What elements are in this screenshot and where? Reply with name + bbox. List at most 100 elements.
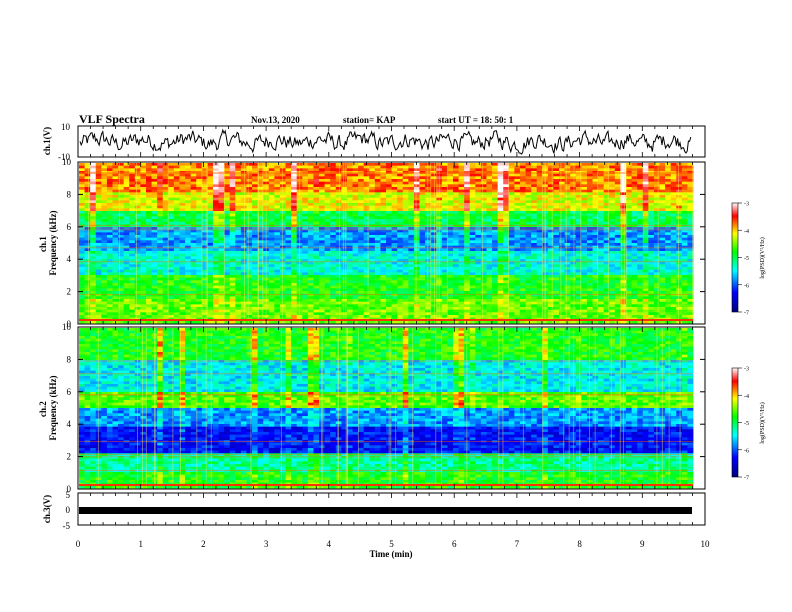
- spectrogram-cell: [145, 264, 152, 268]
- spectrogram-cell: [190, 235, 197, 239]
- spectrogram-cell: [101, 280, 108, 284]
- spectrogram-cell: [480, 213, 487, 217]
- spectrogram-cell: [374, 208, 381, 212]
- spectrogram-cell: [425, 240, 432, 244]
- spectrogram-cell: [397, 267, 404, 271]
- spectrogram-cell: [140, 208, 147, 212]
- spectrogram-cell: [525, 277, 532, 281]
- spectrogram-cell: [380, 184, 387, 188]
- spectrogram-cell: [118, 227, 125, 231]
- spectrogram-cell: [369, 259, 376, 263]
- spectrogram-cell: [313, 269, 320, 273]
- spectrogram-cell: [458, 173, 465, 177]
- spectrogram-cell: [106, 267, 113, 271]
- spectrogram-cell: [391, 192, 398, 196]
- spectrogram-cell: [564, 235, 571, 239]
- spectrogram-cell: [497, 165, 504, 169]
- spectrogram-cell: [218, 232, 225, 236]
- spectrogram-cell: [134, 184, 141, 188]
- spectrogram-cell: [140, 277, 147, 281]
- spectrogram-cell: [257, 245, 264, 249]
- spectrogram-cell: [586, 197, 593, 201]
- spectrogram-cell: [151, 235, 158, 239]
- spectrogram-cell: [464, 200, 471, 204]
- spectrogram-cell: [581, 256, 588, 260]
- spectrogram-cell: [112, 267, 119, 271]
- spectrogram-cell: [519, 221, 526, 225]
- spectrogram-cell: [118, 165, 125, 169]
- spectrogram-cell: [302, 216, 309, 220]
- spectrogram-cell: [145, 269, 152, 273]
- spectrogram-cell: [397, 219, 404, 223]
- spectrogram-cell: [235, 251, 242, 255]
- spectrogram-cell: [525, 165, 532, 169]
- spectrogram-cell: [229, 203, 236, 207]
- spectrogram-cell: [358, 275, 365, 279]
- spectrogram-cell: [112, 184, 119, 188]
- spectrogram-cell: [430, 181, 437, 185]
- spectrogram-cell: [681, 203, 688, 207]
- spectrogram-cell: [279, 179, 286, 183]
- spectrogram-cell: [419, 211, 426, 215]
- spectrogram-cell: [564, 259, 571, 263]
- spectrogram-cell: [157, 211, 164, 215]
- spectrogram-cell: [486, 165, 493, 169]
- spectrogram-cell: [246, 269, 253, 273]
- spectrogram-cell: [369, 176, 376, 180]
- spectrogram-cell: [235, 275, 242, 279]
- spectrogram-cell: [665, 248, 672, 252]
- spectrogram-cell: [123, 213, 130, 217]
- spectrogram-cell: [497, 195, 504, 199]
- spectrogram-cell: [519, 232, 526, 236]
- spectrogram-cell: [514, 251, 521, 255]
- spectrogram-cell: [79, 261, 85, 265]
- spectrogram-cell: [235, 173, 242, 177]
- spectrogram-cell: [352, 248, 359, 252]
- spectrogram-cell: [648, 173, 655, 177]
- spectrogram-cell: [207, 205, 214, 209]
- spectrogram-cell: [413, 237, 420, 241]
- spectrogram-cell: [212, 168, 219, 172]
- spectrogram-cell: [123, 165, 130, 169]
- spectrogram-cell: [397, 195, 404, 199]
- spectrogram-cell: [95, 261, 102, 265]
- spectrogram-cell: [464, 235, 471, 239]
- spectrogram-cell: [374, 187, 381, 191]
- spectrogram-cell: [319, 192, 325, 196]
- spectrogram-cell: [185, 243, 192, 247]
- spectrogram-cell: [145, 235, 152, 239]
- spectrogram-cell: [145, 179, 152, 183]
- spectrogram-cell: [687, 176, 694, 180]
- spectrogram-cell: [235, 256, 242, 260]
- spectrogram-cell: [581, 253, 588, 257]
- spectrogram-cell: [626, 163, 632, 167]
- spectrogram-cell: [397, 261, 404, 265]
- spectrogram-cell: [218, 264, 225, 268]
- spectrogram-cell: [123, 283, 130, 287]
- spectrogram-cell: [436, 248, 443, 252]
- spectrogram-cell: [380, 237, 387, 241]
- spectrogram-cell: [614, 243, 621, 247]
- spectrogram-cell: [112, 205, 119, 209]
- spectrogram-cell: [648, 272, 655, 276]
- spectrogram-cell: [570, 264, 577, 268]
- spectrogram-cell: [648, 245, 655, 249]
- spectrogram-cell: [486, 219, 493, 223]
- spectrogram-cell: [687, 280, 694, 284]
- spectrogram-cell: [452, 229, 459, 233]
- spectrogram-cell: [436, 163, 443, 167]
- spectrogram-cell: [665, 261, 672, 265]
- spectrogram-cell: [475, 187, 482, 191]
- spectrogram-cell: [681, 216, 688, 220]
- spectrogram-cell: [369, 208, 376, 212]
- spectrogram-cell: [84, 168, 91, 172]
- spectrogram-cell: [486, 195, 493, 199]
- spectrogram-cell: [441, 243, 448, 247]
- spectrogram-cell: [274, 173, 281, 177]
- spectrogram-cell: [252, 237, 259, 241]
- spectrogram-cell: [246, 283, 253, 287]
- spectrogram-cell: [173, 229, 180, 233]
- spectrogram-cell: [402, 280, 409, 284]
- spectrogram-cell: [626, 259, 632, 263]
- spectrogram-cell: [637, 240, 644, 244]
